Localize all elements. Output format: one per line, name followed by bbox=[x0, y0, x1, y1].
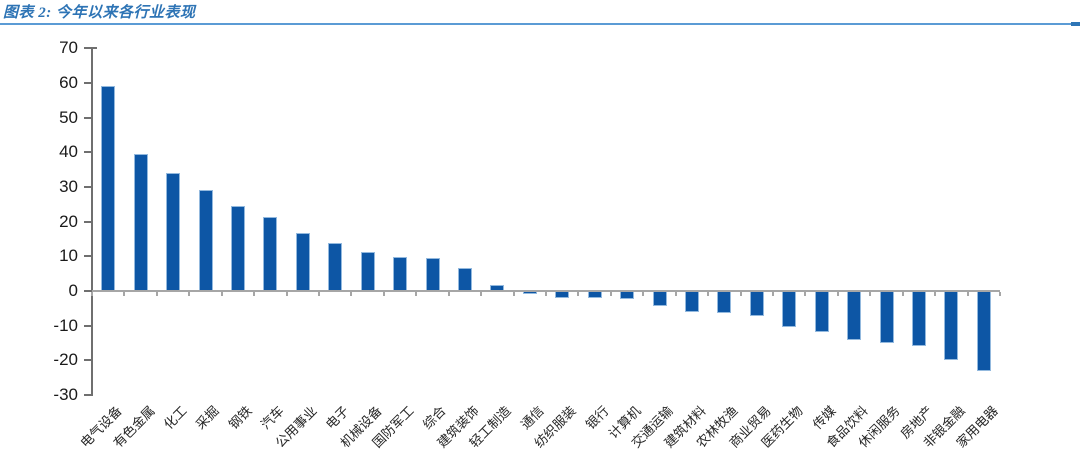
x-axis-tick bbox=[447, 292, 450, 296]
bar bbox=[782, 291, 797, 328]
bar bbox=[717, 291, 732, 313]
bar bbox=[295, 232, 310, 291]
x-axis-tick bbox=[415, 292, 418, 296]
bar bbox=[652, 291, 667, 306]
x-axis-tick bbox=[480, 292, 483, 296]
x-axis-tick bbox=[934, 292, 937, 296]
y-tick-mark bbox=[84, 394, 92, 397]
x-axis-line bbox=[92, 290, 1000, 292]
bar bbox=[166, 173, 181, 291]
bar bbox=[555, 291, 570, 299]
title-rule-cap bbox=[1071, 22, 1080, 26]
y-tick-label: 40 bbox=[59, 142, 78, 162]
bar bbox=[457, 268, 472, 291]
x-axis-tick bbox=[739, 292, 742, 296]
x-axis-tick bbox=[901, 292, 904, 296]
y-tick-mark bbox=[84, 116, 92, 119]
y-tick-label: 20 bbox=[59, 211, 78, 231]
bar bbox=[393, 257, 408, 291]
bar bbox=[620, 291, 635, 300]
x-axis-tick bbox=[674, 292, 677, 296]
x-axis-tick bbox=[382, 292, 385, 296]
y-tick-label: 0 bbox=[68, 281, 78, 300]
x-axis-tick bbox=[350, 292, 353, 296]
y-tick-mark bbox=[84, 220, 92, 223]
bar bbox=[425, 258, 440, 291]
y-tick-mark bbox=[84, 255, 92, 258]
bar bbox=[198, 190, 213, 291]
x-axis-tick bbox=[155, 292, 158, 296]
y-tick-mark bbox=[84, 290, 92, 292]
y-tick-mark bbox=[84, 185, 92, 188]
x-axis-tick bbox=[253, 292, 256, 296]
bar bbox=[976, 291, 991, 371]
y-tick-label: 70 bbox=[59, 38, 78, 58]
y-tick-label: -20 bbox=[53, 350, 78, 370]
x-axis-tick bbox=[512, 292, 515, 296]
x-axis-tick bbox=[707, 292, 710, 296]
y-tick-label: 60 bbox=[59, 72, 78, 92]
y-tick-label: -10 bbox=[53, 315, 78, 335]
bar bbox=[749, 291, 764, 316]
x-axis-tick bbox=[318, 292, 320, 296]
x-axis-tick bbox=[609, 292, 612, 296]
y-tick-label: 10 bbox=[59, 246, 78, 266]
x-axis-tick bbox=[577, 292, 580, 296]
x-axis-tick bbox=[966, 292, 969, 296]
x-axis-tick bbox=[220, 292, 223, 296]
bar bbox=[911, 291, 926, 346]
bar bbox=[944, 291, 959, 361]
bar bbox=[263, 217, 278, 291]
x-axis-tick bbox=[999, 292, 1001, 296]
x-axis-tick bbox=[772, 292, 774, 296]
bar bbox=[587, 291, 602, 299]
bar bbox=[814, 291, 829, 333]
x-axis-tick bbox=[836, 292, 839, 296]
y-tick-mark bbox=[84, 324, 92, 327]
chart-title: 图表 2: 今年以来各行业表现 bbox=[3, 5, 196, 21]
bar bbox=[684, 291, 699, 312]
y-tick-label: 50 bbox=[59, 107, 78, 127]
x-category-label: 采掘 bbox=[193, 403, 223, 433]
x-category-label: 钢铁 bbox=[225, 403, 255, 433]
x-axis-tick bbox=[545, 292, 547, 296]
bar bbox=[360, 252, 375, 291]
bar bbox=[879, 291, 894, 343]
y-tick-mark bbox=[84, 47, 97, 50]
y-tick-mark bbox=[84, 359, 92, 362]
x-category-label: 化工 bbox=[160, 403, 190, 433]
x-axis-tick bbox=[642, 292, 645, 296]
y-tick-label: -30 bbox=[53, 385, 78, 405]
x-axis-tick bbox=[285, 292, 288, 296]
x-axis-tick bbox=[804, 292, 807, 296]
y-tick-mark bbox=[84, 81, 92, 84]
bar bbox=[101, 86, 116, 291]
y-tick-mark bbox=[84, 151, 92, 154]
y-tick-label: 30 bbox=[59, 176, 78, 196]
title-rule bbox=[0, 23, 1080, 25]
x-axis-tick bbox=[91, 292, 93, 296]
bar bbox=[328, 243, 343, 291]
x-axis-tick bbox=[869, 292, 872, 296]
bar bbox=[230, 205, 245, 291]
bar bbox=[847, 291, 862, 340]
y-axis-line bbox=[91, 48, 93, 396]
x-axis-tick bbox=[188, 292, 191, 296]
x-axis-tick bbox=[123, 292, 126, 296]
bar bbox=[133, 153, 148, 291]
